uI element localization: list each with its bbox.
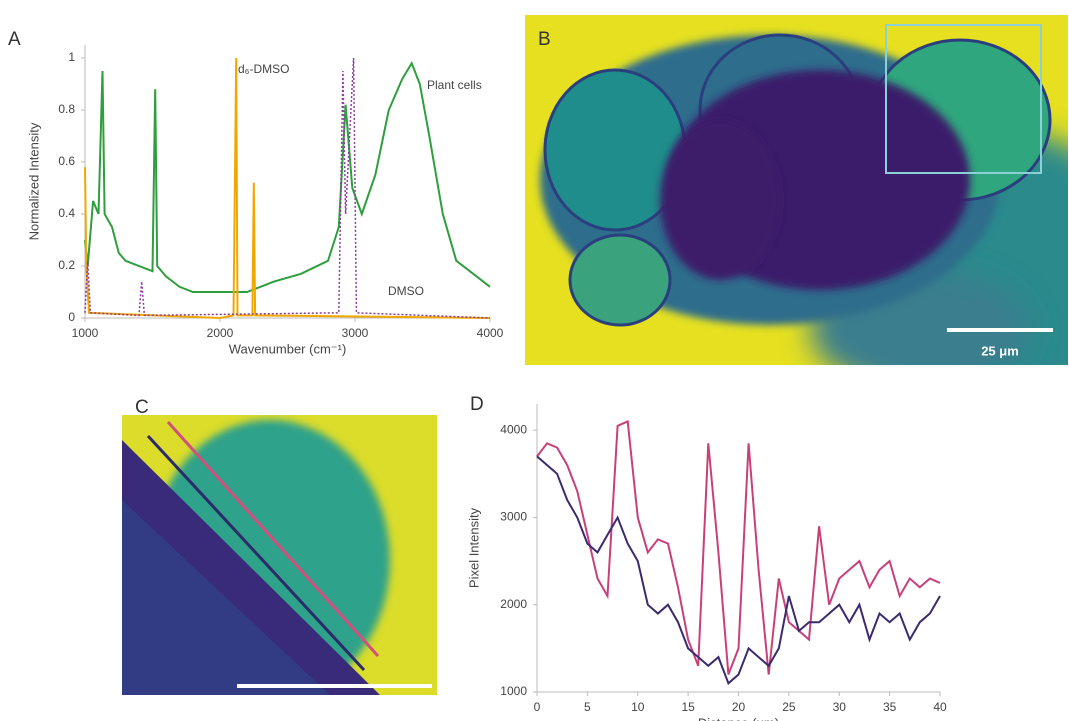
micrograph-b xyxy=(525,15,1068,365)
x-tick-label: 2000 xyxy=(207,326,234,340)
y-axis-label: Pixel Intensity xyxy=(466,507,481,588)
x-tick-label: 4000 xyxy=(477,326,504,340)
y-tick-label: 2000 xyxy=(500,597,527,611)
x-tick-label: 25 xyxy=(782,700,796,714)
x-tick-label: 0 xyxy=(534,700,541,714)
x-tick-label: 10 xyxy=(631,700,645,714)
panel-label: D xyxy=(470,394,484,415)
micrograph-c xyxy=(122,415,437,695)
y-tick-label: 0.4 xyxy=(58,206,75,220)
x-axis-label: Distance (μm) xyxy=(698,715,779,721)
x-tick-label: 15 xyxy=(681,700,695,714)
annotation: Plant cells xyxy=(427,78,482,92)
y-tick-label: 1000 xyxy=(500,684,527,698)
x-tick-label: 5 xyxy=(584,700,591,714)
x-tick-label: 3000 xyxy=(342,326,369,340)
data-line xyxy=(84,57,491,320)
y-tick-label: 0.2 xyxy=(58,258,75,272)
annotation: DMSO xyxy=(388,284,424,298)
y-tick-label: 0.6 xyxy=(58,154,75,168)
data-line xyxy=(536,420,941,675)
x-tick-label: 40 xyxy=(933,700,947,714)
panel-label: C xyxy=(135,397,149,418)
data-line xyxy=(84,57,491,319)
y-tick-label: 0.8 xyxy=(58,102,75,116)
x-axis-label: Wavenumber (cm⁻¹) xyxy=(229,341,347,356)
y-tick-label: 4000 xyxy=(500,422,527,436)
scale-bar-label: 25 μm xyxy=(981,343,1019,358)
annotation: d₆-DMSO xyxy=(238,62,290,76)
panel-label: A xyxy=(8,29,21,50)
y-tick-label: 1 xyxy=(68,50,75,64)
x-tick-label: 1000 xyxy=(72,326,99,340)
y-tick-label: 0 xyxy=(68,310,75,324)
x-tick-label: 20 xyxy=(732,700,746,714)
y-axis-label: Normalized Intensity xyxy=(26,122,41,240)
panel-label: B xyxy=(538,29,551,50)
y-tick-label: 3000 xyxy=(500,510,527,524)
x-tick-label: 30 xyxy=(833,700,847,714)
data-line xyxy=(84,60,491,293)
data-line xyxy=(536,455,941,685)
x-tick-label: 35 xyxy=(883,700,897,714)
